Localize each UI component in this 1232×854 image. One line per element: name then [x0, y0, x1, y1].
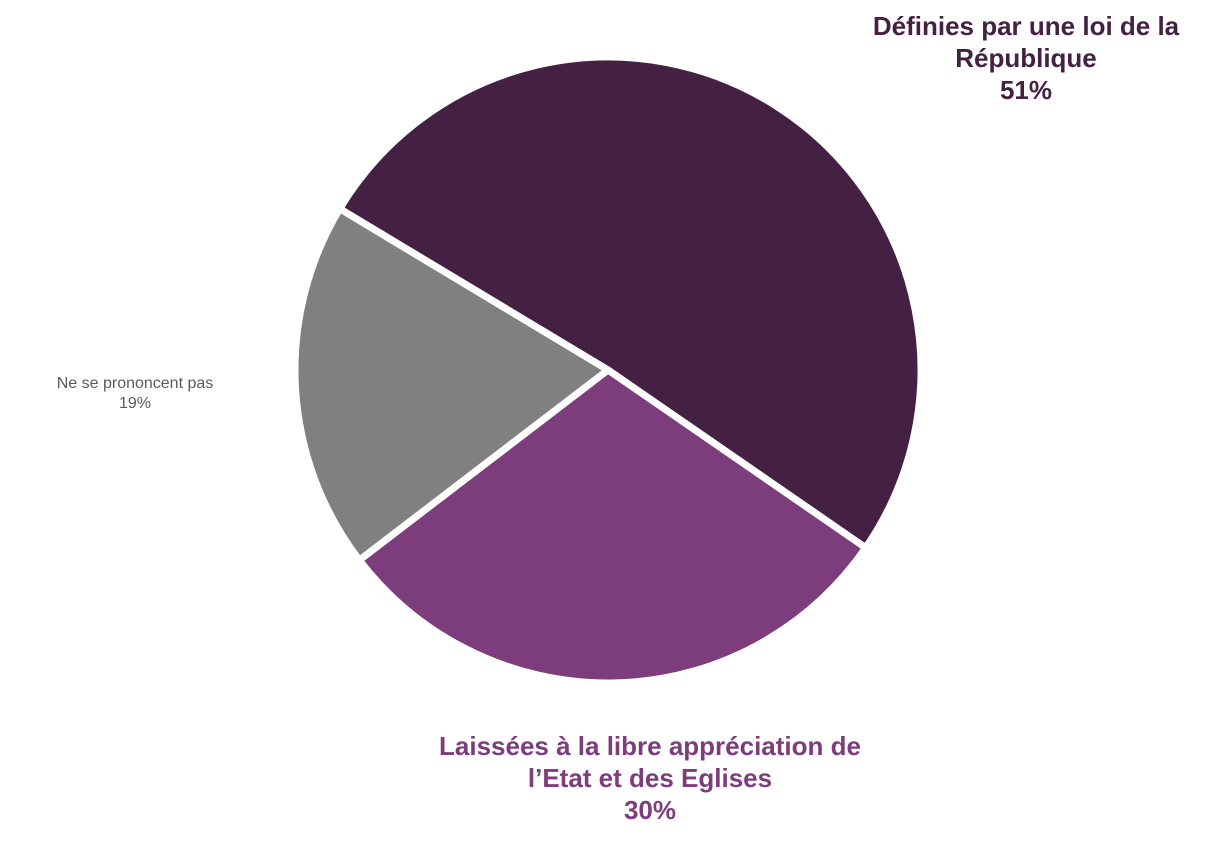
slice-label-line: Laissées à la libre appréciation de — [439, 731, 861, 761]
slice-label-laissees: Laissées à la libre appréciation de l’Et… — [360, 730, 940, 827]
slice-label-definies: Définies par une loi de la République 51… — [826, 10, 1226, 107]
slice-value-label: 51% — [999, 75, 1053, 106]
slice-value-label: 19% — [118, 394, 152, 412]
slice-laissees — [355, 366, 870, 687]
slice-ne-se-prononcent-pas — [291, 205, 612, 564]
slice-label-line: Ne se prononcent pas — [56, 375, 214, 392]
slice-label-line: l’Etat et des Eglises — [527, 763, 773, 794]
slice-label-line: République — [955, 43, 1097, 74]
slice-label-ne-se-prononcent-pas: Ne se prononcent pas 19% — [20, 374, 250, 414]
slice-value-label: 30% — [623, 795, 677, 826]
slice-definies — [336, 53, 925, 552]
slice-label-line: Définies par une loi de la — [872, 11, 1180, 41]
pie-slices — [291, 53, 925, 687]
